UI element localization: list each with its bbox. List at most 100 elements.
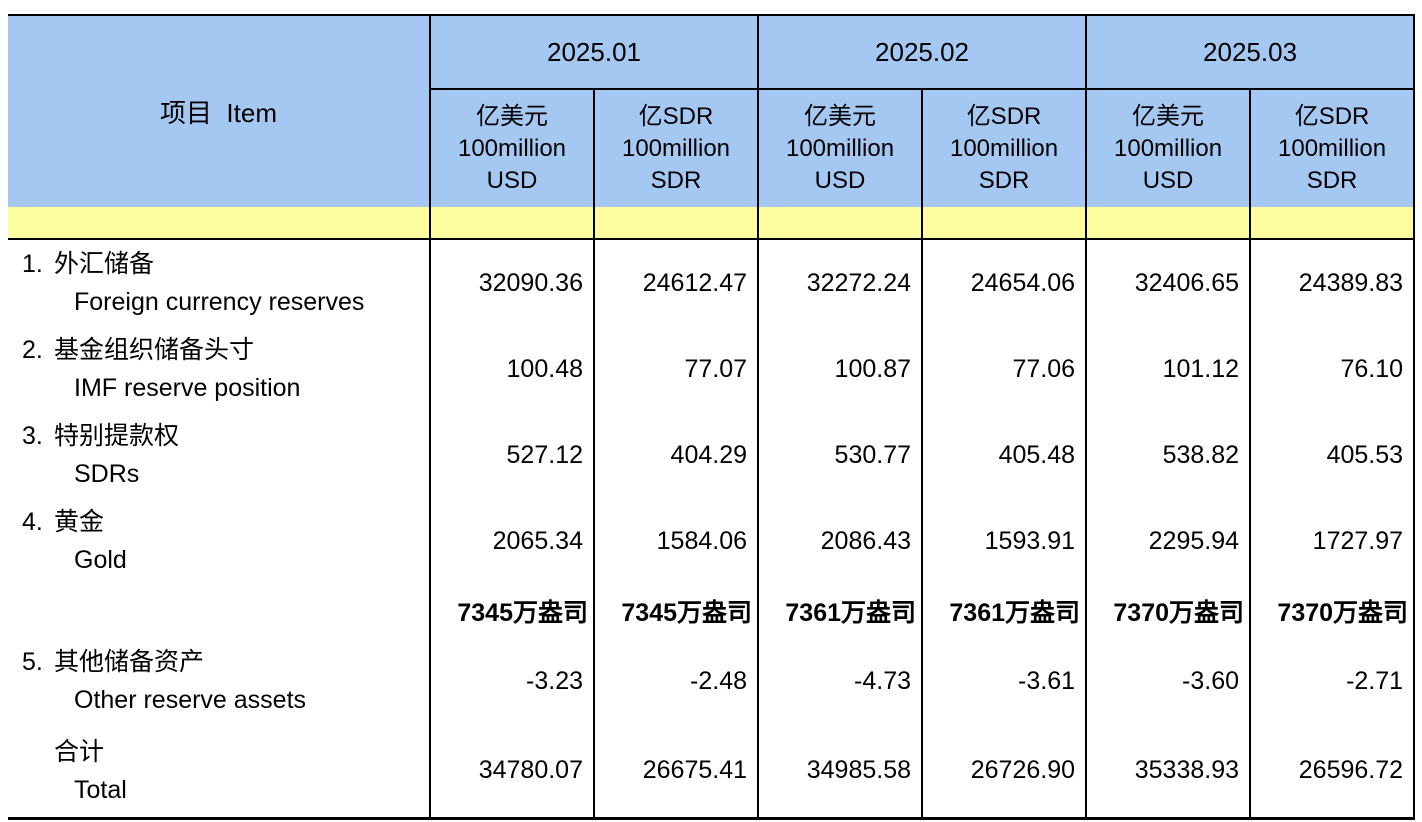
row-label-zh: 黄金 [54, 508, 105, 536]
unit-line-mid: 100million [785, 134, 895, 162]
yellow-band-cell [429, 207, 594, 240]
row-label: 合计 Total [8, 724, 430, 820]
unit-line-mid: 100million [457, 134, 567, 162]
row-label-zh: 基金组织储备头寸 [54, 336, 255, 364]
table-row-sdrs: 3. 特别提款权 SDRs 527.12 404.29 530.77 405.4… [8, 412, 1416, 498]
unit-line-mid: 100million [1278, 134, 1387, 162]
unit-header-usd-mar: 亿美元 100million USD [1085, 89, 1251, 207]
value-cell: 7361万盎司 [757, 584, 923, 638]
unit-line-code: USD [486, 166, 538, 194]
yellow-band-cell [757, 207, 923, 240]
table-row-other-reserve-assets: 5. 其他储备资产 Other reserve assets -3.23 -2.… [8, 638, 1416, 724]
value-cell: 77.07 [592, 326, 759, 412]
value-cell: 405.53 [1249, 412, 1416, 498]
value-cell: 26596.72 [1249, 724, 1416, 820]
row-label-en: Other reserve assets [74, 686, 307, 714]
yellow-band-cell [1249, 207, 1416, 240]
unit-line-zh: 亿SDR [638, 102, 714, 130]
value-cell: 26675.41 [592, 724, 759, 820]
value-cell: 26726.90 [921, 724, 1087, 820]
value-cell: 101.12 [1085, 326, 1251, 412]
month-header-2025-03: 2025.03 [1085, 14, 1416, 90]
yellow-band-cell [8, 207, 430, 240]
row-label: 3. 特别提款权 SDRs [8, 412, 430, 498]
value-cell: 2086.43 [757, 498, 923, 584]
value-cell: 24654.06 [921, 239, 1087, 326]
row-number: 5. [22, 648, 43, 676]
value-cell: 7370万盎司 [1249, 584, 1416, 638]
unit-line-code: SDR [650, 166, 702, 194]
value-cell: -4.73 [757, 638, 923, 724]
row-label-zh: 其他储备资产 [54, 648, 205, 676]
row-number: 2. [22, 336, 43, 364]
table-row-gold: 4. 黄金 Gold 2065.34 1584.06 2086.43 1593.… [8, 498, 1416, 584]
row-label-zh: 合计 [54, 737, 105, 766]
row-label: 2. 基金组织储备头寸 IMF reserve position [8, 326, 430, 412]
yellow-band-row [8, 207, 1416, 240]
row-label-en: IMF reserve position [74, 374, 301, 402]
unit-line-code: SDR [1306, 166, 1358, 194]
table-row-total: 合计 Total 34780.07 26675.41 34985.58 2672… [8, 724, 1416, 820]
value-cell: 34985.58 [757, 724, 923, 820]
unit-line-zh: 亿美元 [804, 102, 877, 130]
value-cell: 32090.36 [429, 239, 594, 326]
table-row-imf-reserve-position: 2. 基金组织储备头寸 IMF reserve position 100.48 … [8, 326, 1416, 412]
unit-line-code: USD [814, 166, 866, 194]
value-cell: -3.61 [921, 638, 1087, 724]
value-cell: 530.77 [757, 412, 923, 498]
value-cell: 7345万盎司 [592, 584, 759, 638]
header-unit-row: 亿美元 100million USD 亿SDR 100million SDR 亿… [8, 89, 1416, 207]
table-row-foreign-currency-reserves: 1. 外汇储备 Foreign currency reserves 32090.… [8, 239, 1416, 326]
row-number: 4. [22, 508, 43, 536]
value-cell: 77.06 [921, 326, 1087, 412]
official-reserve-assets-table: 项目 Item 2025.01 2025.02 2025.03 亿美元 100m… [8, 14, 1416, 820]
yellow-band-cell [592, 207, 759, 240]
value-cell: -2.71 [1249, 638, 1416, 724]
value-cell: 76.10 [1249, 326, 1416, 412]
unit-header-usd-feb: 亿美元 100million USD [757, 89, 923, 207]
yellow-band-cell [921, 207, 1087, 240]
unit-header-sdr-jan: 亿SDR 100million SDR [592, 89, 759, 207]
row-label [8, 584, 430, 638]
value-cell: 1584.06 [592, 498, 759, 584]
row-label: 5. 其他储备资产 Other reserve assets [8, 638, 430, 724]
unit-line-mid: 100million [621, 134, 731, 162]
unit-line-mid: 100million [1114, 134, 1223, 162]
unit-line-zh: 亿美元 [1132, 102, 1205, 130]
unit-header-sdr-mar: 亿SDR 100million SDR [1249, 89, 1416, 207]
unit-header-usd-jan: 亿美元 100million USD [429, 89, 594, 207]
value-cell: -3.60 [1085, 638, 1251, 724]
value-cell: 1727.97 [1249, 498, 1416, 584]
value-cell: 32272.24 [757, 239, 923, 326]
value-cell: 32406.65 [1085, 239, 1251, 326]
row-label-en: Foreign currency reserves [74, 288, 365, 316]
value-cell: 35338.93 [1085, 724, 1251, 820]
unit-line-zh: 亿SDR [1294, 102, 1370, 130]
unit-line-zh: 亿美元 [476, 102, 548, 130]
row-label-en: Gold [74, 546, 127, 574]
value-cell: 24612.47 [592, 239, 759, 326]
row-number: 1. [22, 250, 43, 278]
value-cell: 2065.34 [429, 498, 594, 584]
value-cell: 538.82 [1085, 412, 1251, 498]
unit-header-sdr-feb: 亿SDR 100million SDR [921, 89, 1087, 207]
unit-line-zh: 亿SDR [966, 102, 1042, 130]
month-header-2025-02: 2025.02 [757, 14, 1087, 90]
value-cell: 7361万盎司 [921, 584, 1087, 638]
row-label: 1. 外汇储备 Foreign currency reserves [8, 239, 430, 326]
value-cell: 100.48 [429, 326, 594, 412]
unit-line-mid: 100million [949, 134, 1059, 162]
value-cell: 405.48 [921, 412, 1087, 498]
yellow-band-cell [1085, 207, 1251, 240]
value-cell: 527.12 [429, 412, 594, 498]
row-label-en: SDRs [74, 460, 140, 488]
unit-line-code: USD [1142, 166, 1194, 194]
value-cell: -2.48 [592, 638, 759, 724]
row-label-zh: 外汇储备 [54, 250, 155, 278]
value-cell: 404.29 [592, 412, 759, 498]
row-label-en: Total [74, 775, 127, 804]
value-cell: 100.87 [757, 326, 923, 412]
value-cell: -3.23 [429, 638, 594, 724]
month-header-2025-01: 2025.01 [428, 14, 759, 90]
